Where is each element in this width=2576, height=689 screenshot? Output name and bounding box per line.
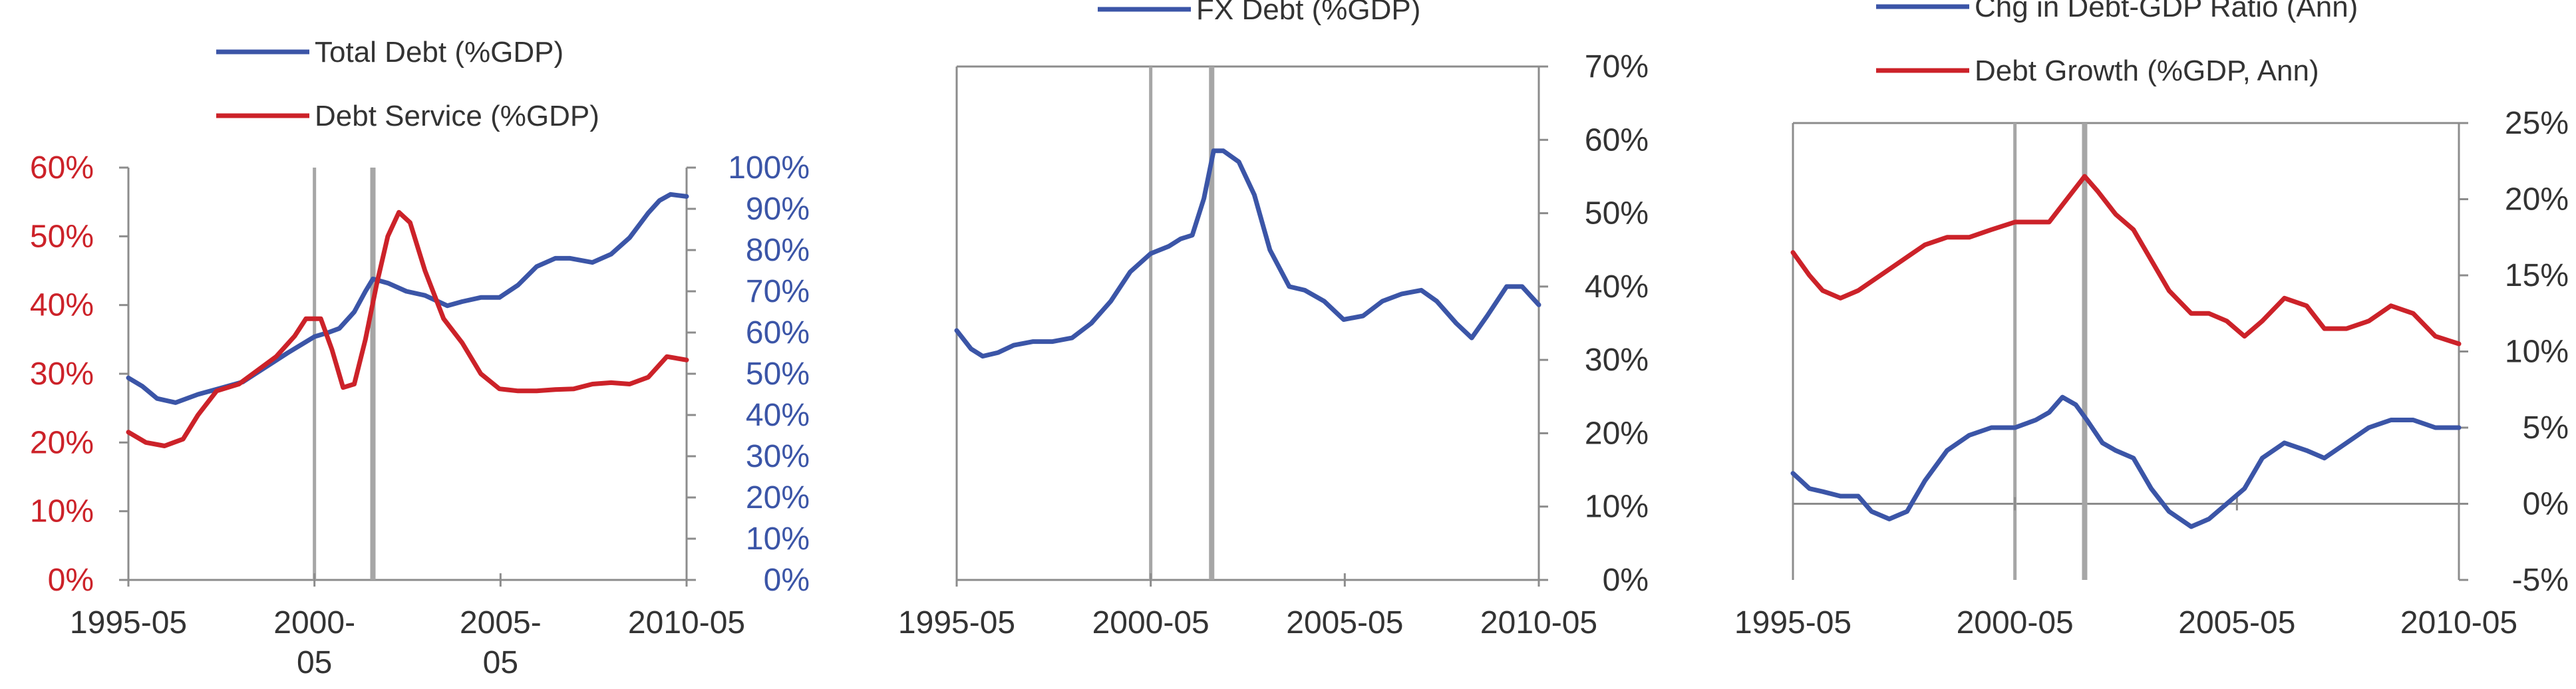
legend-label: Chg in Debt-GDP Ratio (Ann): [1975, 0, 2358, 23]
legend-label: Debt Growth (%GDP, Ann): [1975, 55, 2319, 87]
right-axis-tick-label: 10%: [2505, 335, 2569, 370]
chart-panel-debt-and-service: 1995-05 2000-05 2005-05 2010-05 0% 10% 20% 30% 4…: [30, 36, 810, 680]
right-axis-tick-label: 5%: [2523, 410, 2569, 446]
right-axis-tick-label: -5%: [2512, 563, 2569, 598]
left-axis-tick-label: 50%: [30, 219, 94, 254]
x-tick-label: 2005-05: [460, 605, 542, 680]
right-axis-tick-label: 60%: [746, 315, 810, 350]
right-axis-tick-label: 20%: [746, 480, 810, 515]
x-tick-label: 2010-05: [2400, 605, 2517, 640]
series-line-blue: [1790, 394, 2462, 529]
chart-panel-debt-growth: 1995-05 2000-05 2005-05 2010-05 -5% 0% 5% 10% 15…: [1734, 0, 2569, 640]
right-axis-tick-label: 50%: [1585, 196, 1649, 231]
legend-label: FX Debt (%GDP): [1196, 0, 1420, 26]
right-axis-tick-label: 90%: [746, 192, 810, 227]
chart-panel-fx-debt: 1995-05 2000-05 2005-05 2010-050% 10% 20% 30% 4…: [898, 0, 1649, 640]
legend-label: Total Debt (%GDP): [315, 36, 564, 69]
series-line-red: [126, 209, 689, 448]
right-axis-tick-label: 30%: [746, 439, 810, 474]
right-axis-tick-label: 20%: [2505, 182, 2569, 217]
left-axis-tick-label: 30%: [30, 356, 94, 392]
series-line-blue: [126, 192, 689, 405]
series-line-blue: [954, 148, 1541, 359]
right-axis-tick-label: 0%: [764, 563, 810, 598]
x-tick-label: 2000-05: [273, 605, 355, 680]
x-tick-label: 1995-05: [70, 605, 187, 640]
x-tick-label: 2000-05: [1092, 605, 1209, 640]
x-tick-label: 2010-05: [1480, 605, 1597, 640]
right-axis-tick-label: 80%: [746, 233, 810, 268]
right-axis-tick-label: 20%: [1585, 416, 1649, 451]
right-axis-tick-label: 40%: [746, 398, 810, 433]
left-axis-tick-label: 10%: [30, 494, 94, 529]
right-axis-tick-label: 0%: [1603, 563, 1649, 598]
left-axis-tick-label: 60%: [30, 150, 94, 186]
right-axis-tick-label: 60%: [1585, 122, 1649, 158]
x-tick-label: 2000-05: [1957, 605, 2074, 640]
legend-label: Debt Service (%GDP): [315, 100, 599, 132]
left-axis-tick-label: 0%: [48, 563, 94, 598]
x-tick-label: 2005-05: [2178, 605, 2295, 640]
right-axis-tick-label: 70%: [746, 274, 810, 309]
right-axis-tick-label: 70%: [1585, 49, 1649, 84]
right-axis-tick-label: 25%: [2505, 106, 2569, 141]
x-tick-label: 2005-05: [1286, 605, 1403, 640]
x-tick-label: 1995-05: [898, 605, 1015, 640]
left-axis-tick-label: 20%: [30, 425, 94, 460]
series-line-red: [1790, 174, 2462, 346]
right-axis-tick-label: 50%: [746, 356, 810, 392]
right-axis-tick-label: 10%: [1585, 489, 1649, 525]
right-axis-tick-label: 30%: [1585, 343, 1649, 378]
x-tick-label: 1995-05: [1734, 605, 1852, 640]
right-axis-tick-label: 15%: [2505, 258, 2569, 293]
right-axis-tick-label: 40%: [1585, 269, 1649, 305]
x-tick-label: 2010-05: [628, 605, 745, 640]
right-axis-tick-label: 0%: [2523, 487, 2569, 522]
right-axis-tick-label: 100%: [728, 150, 810, 186]
right-axis-tick-label: 10%: [746, 521, 810, 557]
left-axis-tick-label: 40%: [30, 288, 94, 323]
